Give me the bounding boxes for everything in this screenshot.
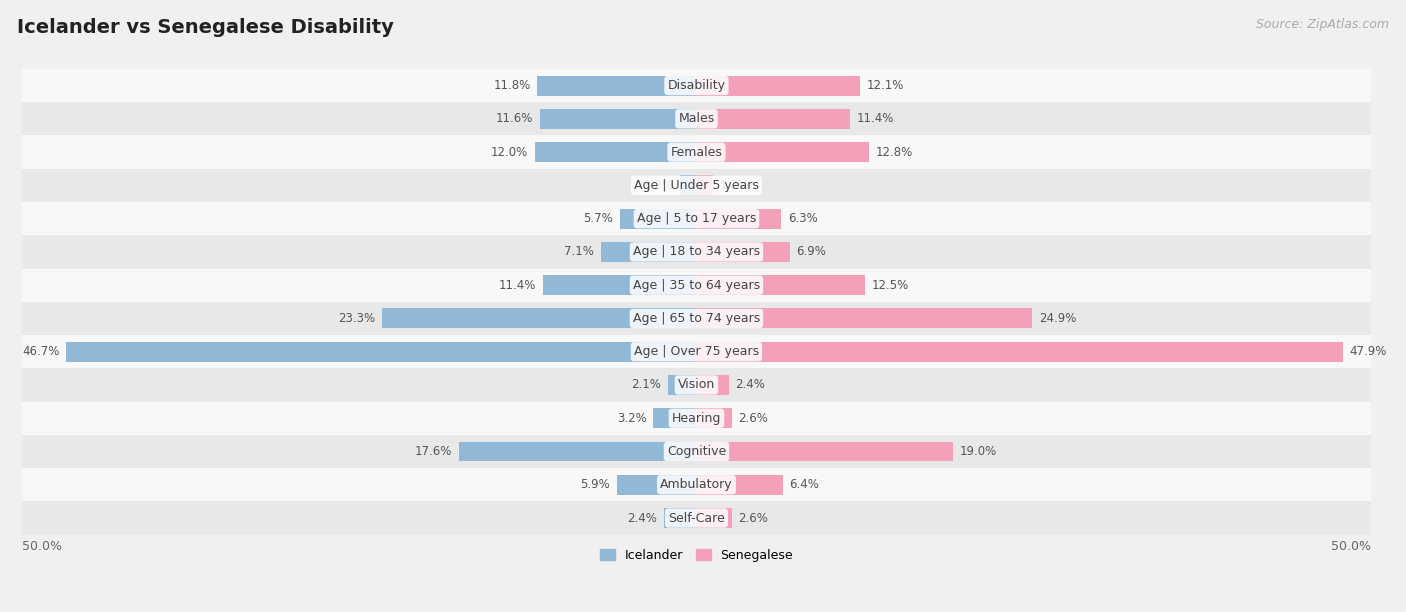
Text: Males: Males [678, 113, 714, 125]
Bar [696, 375, 728, 395]
Bar [22, 368, 1371, 401]
Bar [668, 375, 696, 395]
Text: 6.4%: 6.4% [790, 478, 820, 491]
Text: 2.4%: 2.4% [735, 378, 765, 392]
Text: Disability: Disability [668, 79, 725, 92]
Text: 12.1%: 12.1% [866, 79, 904, 92]
Bar [696, 176, 713, 195]
Text: 11.4%: 11.4% [858, 113, 894, 125]
Text: 24.9%: 24.9% [1039, 312, 1077, 325]
Bar [696, 242, 790, 262]
Bar [534, 142, 696, 162]
Text: 12.8%: 12.8% [876, 146, 912, 159]
Text: 3.2%: 3.2% [617, 412, 647, 425]
Text: Age | 18 to 34 years: Age | 18 to 34 years [633, 245, 761, 258]
Text: 11.8%: 11.8% [494, 79, 530, 92]
Text: Age | 35 to 64 years: Age | 35 to 64 years [633, 278, 761, 292]
Bar [22, 102, 1371, 135]
Bar [22, 169, 1371, 202]
Text: 12.0%: 12.0% [491, 146, 527, 159]
Bar [382, 308, 696, 329]
Bar [22, 468, 1371, 501]
Bar [681, 176, 696, 195]
Text: 50.0%: 50.0% [22, 540, 62, 553]
Bar [696, 142, 869, 162]
Text: Hearing: Hearing [672, 412, 721, 425]
Text: Self-Care: Self-Care [668, 512, 725, 524]
Bar [696, 308, 1032, 329]
Text: Source: ZipAtlas.com: Source: ZipAtlas.com [1256, 18, 1389, 31]
Bar [22, 69, 1371, 102]
Text: Age | Over 75 years: Age | Over 75 years [634, 345, 759, 358]
Bar [22, 235, 1371, 269]
Text: 47.9%: 47.9% [1350, 345, 1386, 358]
Bar [22, 302, 1371, 335]
Text: 6.9%: 6.9% [796, 245, 827, 258]
Bar [22, 269, 1371, 302]
Text: Age | 5 to 17 years: Age | 5 to 17 years [637, 212, 756, 225]
Text: Cognitive: Cognitive [666, 445, 725, 458]
Text: 11.6%: 11.6% [496, 113, 533, 125]
Bar [458, 441, 696, 461]
Bar [696, 109, 851, 129]
Bar [22, 135, 1371, 169]
Bar [696, 408, 731, 428]
Legend: Icelander, Senegalese: Icelander, Senegalese [595, 543, 799, 567]
Text: 23.3%: 23.3% [339, 312, 375, 325]
Text: 50.0%: 50.0% [1331, 540, 1371, 553]
Bar [537, 76, 696, 95]
Text: 11.4%: 11.4% [499, 278, 536, 292]
Bar [620, 209, 696, 229]
Bar [22, 202, 1371, 235]
Text: 46.7%: 46.7% [22, 345, 59, 358]
Text: 5.9%: 5.9% [581, 478, 610, 491]
Bar [696, 76, 859, 95]
Bar [696, 508, 731, 528]
Text: 19.0%: 19.0% [959, 445, 997, 458]
Bar [22, 401, 1371, 435]
Bar [22, 335, 1371, 368]
Text: 2.6%: 2.6% [738, 412, 768, 425]
Text: Ambulatory: Ambulatory [661, 478, 733, 491]
Text: Vision: Vision [678, 378, 716, 392]
Bar [696, 441, 953, 461]
Bar [696, 341, 1343, 362]
Bar [66, 341, 696, 362]
Text: 7.1%: 7.1% [564, 245, 593, 258]
Bar [22, 501, 1371, 535]
Text: Icelander vs Senegalese Disability: Icelander vs Senegalese Disability [17, 18, 394, 37]
Text: Females: Females [671, 146, 723, 159]
Text: 2.4%: 2.4% [627, 512, 658, 524]
Bar [540, 109, 696, 129]
Text: 1.2%: 1.2% [644, 179, 673, 192]
Bar [696, 475, 783, 494]
Text: Age | 65 to 74 years: Age | 65 to 74 years [633, 312, 761, 325]
Text: 2.6%: 2.6% [738, 512, 768, 524]
Text: 1.2%: 1.2% [720, 179, 749, 192]
Text: 2.1%: 2.1% [631, 378, 661, 392]
Bar [600, 242, 696, 262]
Bar [22, 435, 1371, 468]
Bar [696, 275, 865, 295]
Text: Age | Under 5 years: Age | Under 5 years [634, 179, 759, 192]
Text: 12.5%: 12.5% [872, 278, 910, 292]
Text: 6.3%: 6.3% [789, 212, 818, 225]
Text: 17.6%: 17.6% [415, 445, 453, 458]
Bar [696, 209, 782, 229]
Bar [654, 408, 696, 428]
Text: 5.7%: 5.7% [583, 212, 613, 225]
Bar [617, 475, 696, 494]
Bar [664, 508, 696, 528]
Bar [543, 275, 696, 295]
